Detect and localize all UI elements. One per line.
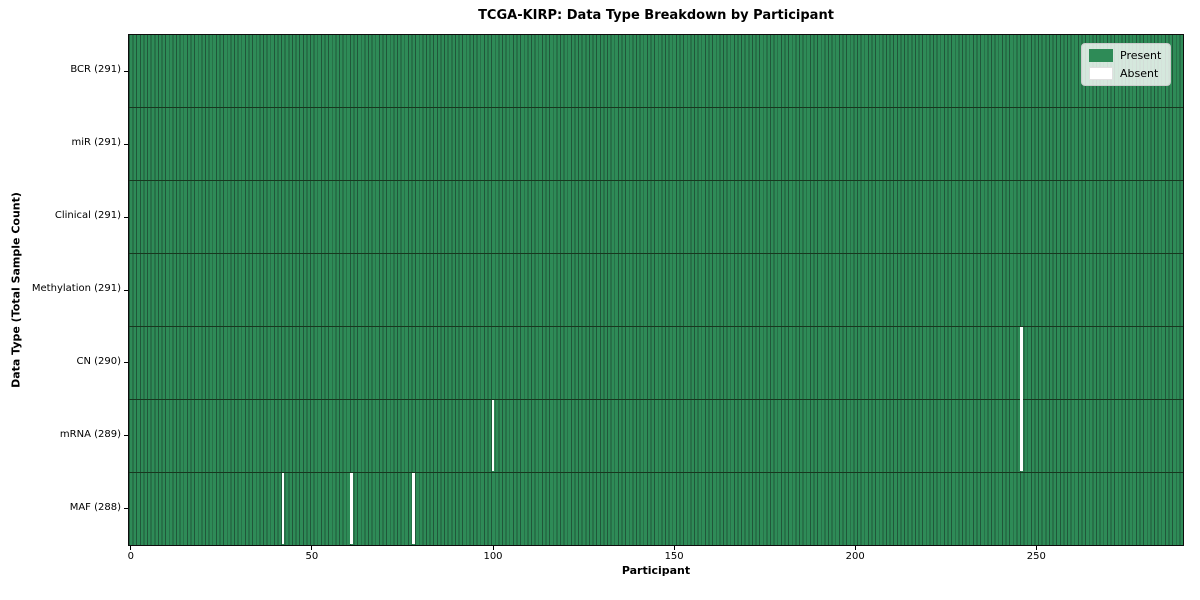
legend: Present Absent (1081, 43, 1172, 86)
row-separator (129, 180, 1183, 182)
x-tick-mark (673, 546, 675, 550)
x-tick-label: 50 (305, 551, 319, 562)
x-tick-label: 250 (1026, 551, 1046, 562)
y-tick-label-BCR: BCR (291) (70, 64, 121, 76)
y-tick-label-miR: miR (291) (71, 137, 121, 149)
absent-gap-mRNA-100 (491, 399, 495, 472)
y-tick-mark (124, 216, 128, 218)
row-separator (129, 107, 1183, 109)
x-axis-label: Participant (621, 564, 691, 577)
absent-gap-MAF-42 (281, 472, 285, 545)
x-tick-label: 200 (845, 551, 865, 562)
row-separator (129, 253, 1183, 255)
legend-label-absent: Absent (1120, 67, 1159, 80)
y-tick-mark (124, 143, 128, 145)
absent-gap-mRNA-246 (1020, 398, 1024, 472)
y-tick-label-Clinical: Clinical (291) (54, 210, 121, 222)
y-tick-mark (124, 362, 128, 364)
x-tick-mark (854, 546, 856, 550)
y-tick-label-MAF: MAF (288) (69, 501, 121, 513)
y-tick-label-CN: CN (290) (76, 355, 121, 367)
x-tick-label: 100 (483, 551, 503, 562)
y-tick-mark (124, 508, 128, 510)
y-tick-mark (124, 289, 128, 291)
x-tick-label: 150 (664, 551, 684, 562)
x-tick-mark (492, 546, 494, 550)
absent-swatch-icon (1089, 67, 1113, 80)
absent-gap-CN-246 (1020, 327, 1024, 401)
x-tick-label: 0 (127, 551, 134, 562)
y-tick-mark (124, 70, 128, 72)
legend-item-absent: Absent (1089, 67, 1161, 80)
y-tick-mark (124, 435, 128, 437)
row-separator (129, 471, 1183, 473)
chart-title: TCGA-KIRP: Data Type Breakdown by Partic… (478, 8, 834, 23)
absent-gap-MAF-61 (350, 472, 354, 545)
plot-area (128, 34, 1184, 546)
present-swatch-icon (1089, 49, 1113, 62)
x-tick-mark (311, 546, 313, 550)
row-separator (129, 325, 1183, 327)
row-separator (129, 398, 1183, 400)
x-tick-mark (1035, 546, 1037, 550)
y-tick-label-mRNA: mRNA (289) (59, 428, 121, 440)
x-tick-mark (130, 546, 132, 550)
legend-item-present: Present (1089, 49, 1161, 62)
absent-gap-MAF-78 (411, 472, 415, 545)
y-tick-label-Methylation: Methylation (291) (31, 283, 121, 294)
legend-label-present: Present (1120, 49, 1162, 62)
